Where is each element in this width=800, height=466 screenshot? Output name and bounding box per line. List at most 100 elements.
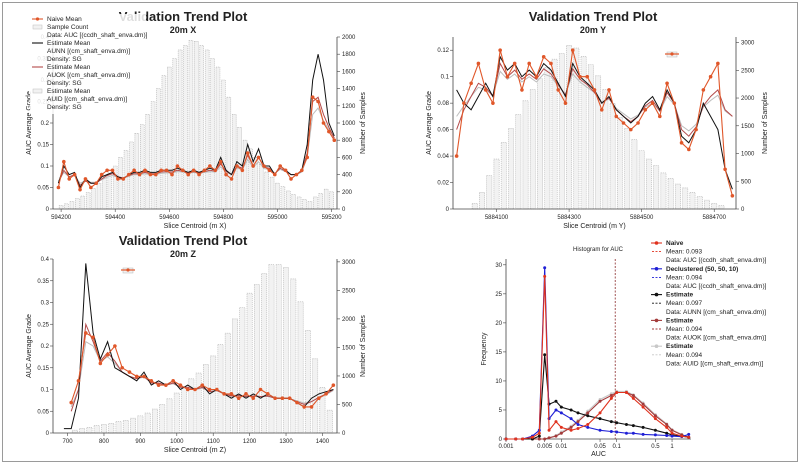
naive-mean-point: [716, 61, 720, 66]
legend-entry: Naive: [666, 240, 684, 247]
histogram-point: [615, 421, 619, 425]
naive-mean-point: [175, 164, 180, 168]
y2-tick-label: 0: [342, 207, 346, 213]
naive-mean-point: [469, 81, 473, 86]
histogram-point: [576, 422, 580, 426]
y2-tick-label: 600: [342, 155, 353, 161]
sample-count-bar: [130, 417, 137, 434]
y-tick-label: 0.04: [437, 154, 449, 160]
naive-mean-point: [723, 167, 727, 172]
naive-mean-point: [171, 379, 175, 383]
sample-count-bar: [696, 195, 703, 210]
y-tick-label: 0.1: [41, 164, 50, 170]
sample-count-bar: [102, 177, 107, 210]
histogram-point: [521, 437, 525, 441]
sample-count-bar: [268, 264, 275, 434]
sample-count-bar: [646, 158, 652, 210]
naive-mean-point: [316, 396, 321, 401]
naive-mean-point: [170, 172, 174, 177]
chart-subtitle: 20m X: [170, 25, 197, 35]
histogram-point: [559, 405, 563, 409]
sample-count-bar: [280, 186, 286, 210]
sample-count-bar: [226, 96, 232, 210]
x-axis-label: Slice Centroid (m X): [164, 223, 227, 230]
naive-mean-point: [121, 177, 126, 181]
histogram-point: [631, 431, 635, 435]
chart-subtitle: 20m Y: [580, 25, 606, 35]
legend-entry: Data: AUOK [(cm_shaft_enva.dm)]: [666, 335, 766, 342]
legend-swatch: [32, 88, 43, 94]
sample-count-bar: [296, 196, 302, 210]
sample-count-bar: [319, 387, 326, 434]
sample-count-bar: [275, 182, 280, 210]
x-tick-label: 5884700: [703, 215, 727, 221]
sample-count-bar: [144, 412, 151, 434]
histogram-point: [609, 396, 613, 400]
naive-mean-point: [229, 177, 234, 181]
naive-mean-point: [266, 392, 270, 396]
x-tick-label: 594600: [159, 215, 180, 221]
x-tick-label: 595000: [267, 215, 288, 221]
legend-swatch: [32, 24, 43, 30]
naive-mean-point: [56, 185, 61, 190]
histogram-point: [609, 429, 613, 433]
sample-count-bar: [140, 124, 145, 210]
naive-mean-point: [321, 121, 326, 125]
histogram-point: [547, 436, 551, 440]
y2-tick-label: 1500: [342, 345, 356, 351]
naive-mean-point: [570, 48, 575, 53]
x-tick-label: 1000: [170, 439, 184, 445]
y-tick-label: 5: [499, 408, 503, 414]
histogram-point: [586, 411, 590, 415]
sample-count-bar: [115, 421, 122, 434]
legend-entry: Density: SG: [47, 104, 82, 111]
y2-tick-label: 1000: [741, 152, 755, 158]
histogram-point: [554, 420, 558, 424]
histogram-point: [624, 391, 628, 395]
naive-mean-point: [498, 48, 502, 53]
sample-count-bar: [210, 58, 215, 210]
histogram-point: [631, 393, 635, 397]
naive-mean-point: [300, 168, 304, 173]
y2-tick-label: 0: [342, 431, 346, 437]
histogram-point: [670, 431, 674, 435]
histogram-point: [641, 425, 645, 429]
naive-mean-point: [251, 164, 255, 168]
legend-marker: [654, 292, 659, 297]
sample-count-bar: [232, 318, 238, 434]
histogram-point: [641, 405, 645, 409]
naive-mean-point: [207, 387, 212, 392]
sample-count-bar: [224, 332, 231, 434]
histogram-point: [653, 428, 657, 432]
legend-entry: AUNN [(cm_shaft_enva.dm)]: [47, 48, 130, 55]
naive-mean-point: [181, 168, 185, 173]
histogram-point: [537, 437, 541, 441]
naive-mean-point: [69, 400, 74, 405]
naive-mean-point: [730, 193, 735, 198]
y-axis-label: AUC Average Grade: [26, 314, 33, 378]
y-tick-label: 0.25: [37, 322, 49, 328]
histogram-point: [641, 432, 645, 436]
x-tick-label: 0.5: [651, 444, 660, 450]
naive-mean-point: [549, 61, 553, 66]
naive-mean-point: [258, 387, 263, 392]
histogram-point: [554, 434, 558, 438]
sample-count-bar: [58, 205, 64, 210]
sample-count-bar: [80, 195, 85, 210]
histogram-point: [586, 414, 590, 418]
histogram-point: [653, 433, 657, 437]
y-tick-label: 0: [46, 431, 50, 437]
naive-mean-point: [289, 177, 293, 181]
naive-mean-point: [256, 155, 261, 160]
sample-count-bar: [302, 199, 307, 210]
naive-mean-point: [578, 74, 582, 79]
naive-mean-point: [224, 172, 228, 177]
sample-count-bar: [259, 163, 264, 210]
legend-entry: Mean: 0.094: [666, 326, 703, 333]
y-tick-label: 0.08: [437, 101, 449, 107]
naive-mean-point: [272, 172, 277, 177]
naive-mean-point: [76, 379, 81, 383]
sample-count-bar: [172, 58, 177, 210]
legend-marker: [654, 318, 659, 323]
histogram-series-line: [506, 267, 689, 440]
